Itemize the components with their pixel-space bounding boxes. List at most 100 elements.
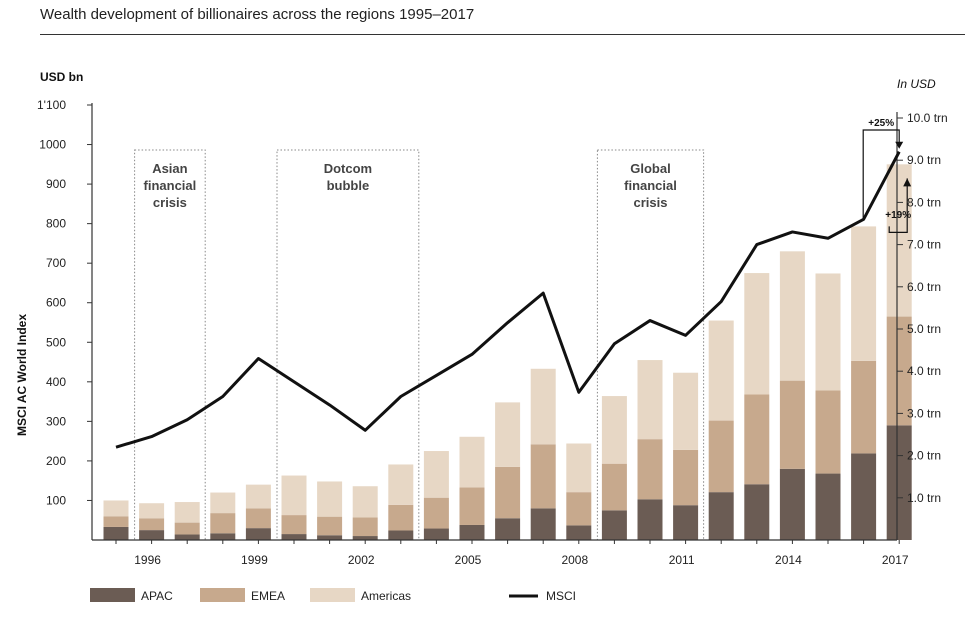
x-tick-label: 2014 bbox=[775, 553, 802, 567]
bar-americas bbox=[423, 451, 449, 498]
bar-apac bbox=[673, 505, 699, 540]
left-tick-label: 500 bbox=[46, 335, 66, 349]
left-tick-label: 900 bbox=[46, 177, 66, 191]
x-tick-label: 2017 bbox=[882, 553, 909, 567]
x-tick-label: 2008 bbox=[561, 553, 588, 567]
left-tick-label: 1'100 bbox=[37, 98, 66, 112]
left-tick-label: 1000 bbox=[39, 138, 66, 152]
bar-emea bbox=[103, 516, 129, 527]
bar-americas bbox=[317, 481, 343, 517]
bar-emea bbox=[281, 515, 307, 535]
bar-apac bbox=[459, 524, 485, 540]
bar-emea bbox=[530, 444, 556, 509]
bar-americas bbox=[566, 443, 592, 493]
left-tick-label: 400 bbox=[46, 375, 66, 389]
bar-emea bbox=[459, 487, 485, 525]
legend-swatch-americas bbox=[310, 588, 355, 602]
left-tick-label: 200 bbox=[46, 454, 66, 468]
bar-americas bbox=[210, 492, 236, 514]
bar-americas bbox=[352, 486, 378, 518]
legend-label-msci: MSCI bbox=[546, 589, 576, 603]
annotation-msci: +25% bbox=[868, 118, 894, 129]
left-tick-label: 600 bbox=[46, 296, 66, 310]
legend-swatch-apac bbox=[90, 588, 135, 602]
bar-emea bbox=[139, 518, 165, 531]
right-tick-label: 7.0 trn bbox=[907, 238, 941, 252]
annotation-bars: +19% bbox=[885, 210, 911, 221]
bar-americas bbox=[245, 484, 271, 509]
left-tick-label: 100 bbox=[46, 493, 66, 507]
bar-emea bbox=[174, 522, 200, 535]
bar-emea bbox=[815, 390, 841, 474]
bar-americas bbox=[495, 402, 521, 467]
bar-americas bbox=[601, 396, 627, 464]
legend-label-apac: APAC bbox=[141, 589, 173, 603]
event-label: Global bbox=[630, 161, 670, 176]
bar-apac bbox=[708, 492, 734, 540]
msci-line bbox=[115, 151, 901, 449]
bar-emea bbox=[317, 516, 343, 536]
bar-americas bbox=[815, 273, 841, 391]
bar-americas bbox=[708, 320, 734, 421]
bar-americas bbox=[139, 503, 165, 519]
bar-apac bbox=[174, 534, 200, 540]
bar-americas bbox=[174, 502, 200, 523]
x-tick-label: 1996 bbox=[134, 553, 161, 567]
bar-emea bbox=[851, 360, 877, 454]
bar-americas bbox=[103, 500, 129, 517]
right-tick-label: 5.0 trn bbox=[907, 322, 941, 336]
bar-americas bbox=[779, 251, 805, 381]
bar-apac bbox=[851, 453, 877, 540]
event-label: bubble bbox=[327, 178, 370, 193]
right-tick-label: 3.0 trn bbox=[907, 406, 941, 420]
annotation-bracket-bars bbox=[888, 178, 908, 234]
bar-americas bbox=[637, 360, 663, 440]
bar-emea bbox=[673, 449, 699, 506]
chart-title: Wealth development of billionaires acros… bbox=[40, 6, 475, 23]
bar-apac bbox=[779, 468, 805, 540]
bar-apac bbox=[103, 526, 129, 540]
left-unit-label: USD bn bbox=[40, 70, 83, 84]
bar-emea bbox=[245, 508, 271, 529]
bar-americas bbox=[459, 436, 485, 488]
annotation-bracket-msci bbox=[862, 129, 900, 220]
x-tick-label: 2005 bbox=[455, 553, 482, 567]
bar-apac bbox=[886, 425, 912, 540]
bar-americas bbox=[281, 475, 307, 516]
legend-label-americas: Americas bbox=[361, 589, 411, 603]
event-label: crisis bbox=[153, 195, 187, 210]
right-tick-label: 8.0 trn bbox=[907, 195, 941, 209]
bar-apac bbox=[139, 530, 165, 540]
bar-emea bbox=[637, 439, 663, 500]
x-tick-label: 2011 bbox=[669, 553, 695, 567]
bar-emea bbox=[495, 466, 521, 519]
bar-emea bbox=[423, 497, 449, 529]
bar-apac bbox=[744, 484, 770, 540]
left-tick-label: 700 bbox=[46, 256, 66, 270]
bar-americas bbox=[388, 464, 414, 505]
left-tick-label: 800 bbox=[46, 217, 66, 231]
bar-apac bbox=[352, 536, 378, 540]
event-label: financial bbox=[144, 178, 197, 193]
annotation-arrow-msci bbox=[895, 141, 904, 149]
right-tick-label: 2.0 trn bbox=[907, 449, 941, 463]
bar-apac bbox=[210, 533, 236, 540]
event-label: financial bbox=[624, 178, 677, 193]
bar-americas bbox=[673, 372, 699, 450]
legend-label-emea: EMEA bbox=[251, 589, 285, 603]
bar-apac bbox=[530, 508, 556, 540]
legend-swatch-emea bbox=[200, 588, 245, 602]
event-box bbox=[596, 149, 705, 541]
bar-emea bbox=[352, 517, 378, 537]
bar-emea bbox=[388, 504, 414, 531]
event-label: Dotcom bbox=[324, 161, 372, 176]
bar-emea bbox=[744, 394, 770, 485]
bar-apac bbox=[388, 530, 414, 540]
annotation-arrow-bars bbox=[903, 178, 912, 187]
right-tick-label: 6.0 trn bbox=[907, 280, 941, 294]
x-tick-label: 2002 bbox=[348, 553, 375, 567]
bar-emea bbox=[566, 492, 592, 526]
x-tick-label: 1999 bbox=[241, 553, 268, 567]
bar-apac bbox=[566, 525, 592, 540]
